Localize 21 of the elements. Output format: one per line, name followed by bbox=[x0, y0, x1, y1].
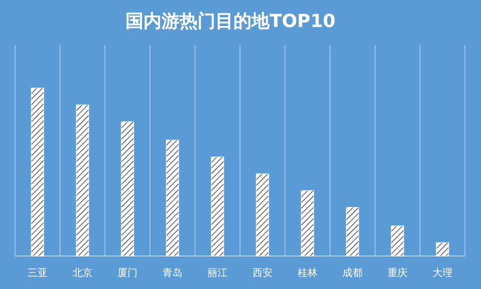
x-tick-label: 重庆 bbox=[388, 267, 408, 279]
bar bbox=[76, 104, 90, 256]
bar bbox=[436, 242, 450, 256]
x-tick-label: 厦门 bbox=[118, 267, 138, 279]
x-tick-label: 青岛 bbox=[162, 267, 182, 279]
bar bbox=[256, 173, 270, 256]
x-tick-label: 北京 bbox=[72, 267, 92, 279]
x-tick-label: 三亚 bbox=[28, 268, 48, 279]
bar bbox=[120, 121, 134, 256]
bar bbox=[346, 207, 360, 256]
x-tick-label: 桂林 bbox=[296, 267, 318, 279]
x-tick-label: 成都 bbox=[342, 267, 362, 279]
bar bbox=[30, 88, 44, 256]
x-tick-label: 西安 bbox=[252, 267, 272, 279]
chart-title: 国内游热门目的地TOP10 bbox=[126, 11, 336, 32]
bar bbox=[300, 190, 314, 256]
x-tick-label: 丽江 bbox=[208, 267, 228, 279]
bar bbox=[390, 226, 404, 256]
bar bbox=[210, 156, 224, 256]
x-tick-label: 大理 bbox=[432, 267, 452, 279]
bar bbox=[166, 140, 180, 256]
